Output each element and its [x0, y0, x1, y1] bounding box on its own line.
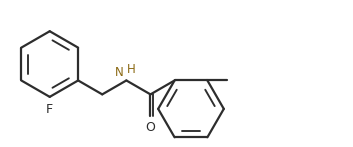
Text: H: H — [127, 64, 136, 76]
Text: N: N — [115, 66, 124, 80]
Text: F: F — [46, 103, 53, 116]
Text: O: O — [145, 121, 155, 134]
